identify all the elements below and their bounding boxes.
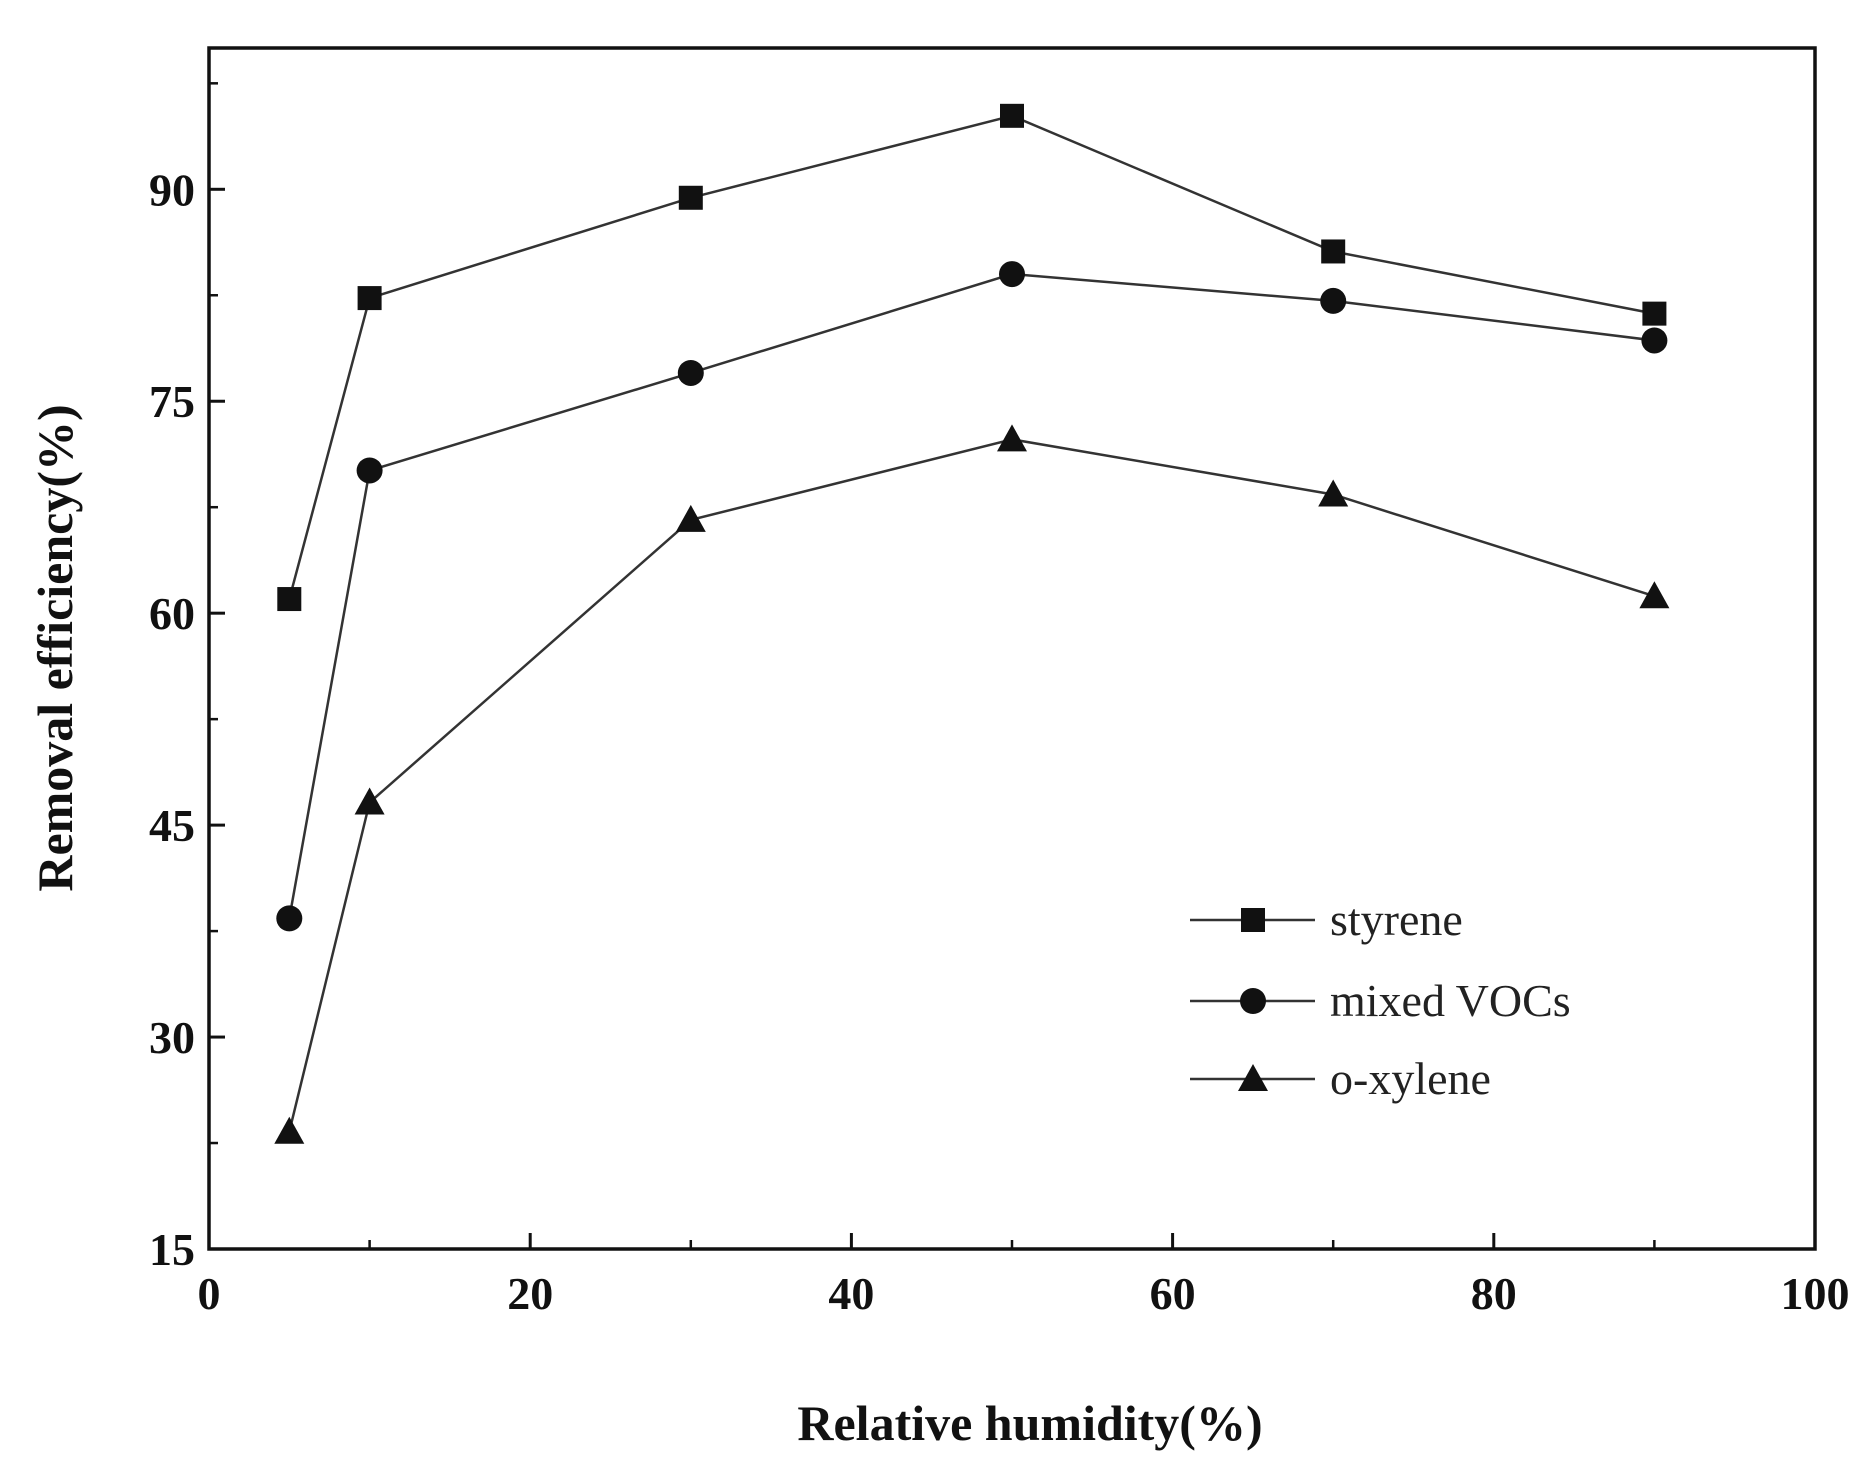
legend-label-styrene: styrene <box>1330 894 1463 945</box>
data-point-styrene <box>277 587 302 612</box>
y-tick-label: 60 <box>149 588 195 639</box>
legend-marker-mixed-vocs <box>1240 988 1266 1014</box>
data-point-o-xylene <box>354 787 385 815</box>
legend-marker-o-xylene <box>1238 1064 1268 1091</box>
data-point-mixed-vocs <box>356 457 383 484</box>
y-tick-label: 45 <box>149 800 195 851</box>
x-axis-title: Relative humidity(%) <box>797 1395 1262 1451</box>
data-point-styrene <box>1642 301 1667 326</box>
data-point-mixed-vocs <box>1641 327 1668 354</box>
data-point-styrene <box>678 185 703 210</box>
data-point-mixed-vocs <box>999 261 1025 288</box>
x-tick-label: 40 <box>828 1268 874 1319</box>
data-point-o-xylene <box>675 504 706 532</box>
y-axis: 15 30 45 60 75 90 <box>149 82 225 1275</box>
data-point-o-xylene <box>1639 581 1670 609</box>
x-tick-label: 80 <box>1471 1268 1517 1319</box>
x-axis: 0 20 40 60 80 100 <box>198 1233 1850 1319</box>
data-point-mixed-vocs <box>677 359 704 386</box>
legend-label-mixed-vocs: mixed VOCs <box>1330 975 1571 1026</box>
data-point-styrene <box>1321 239 1346 264</box>
y-tick-label: 75 <box>149 376 195 427</box>
series-line-o-xylene <box>288 438 1655 1133</box>
x-tick-label: 20 <box>507 1268 553 1319</box>
y-tick-label: 90 <box>149 164 195 215</box>
series-line-mixed-vocs <box>288 272 1655 919</box>
data-point-o-xylene <box>1318 479 1349 507</box>
x-tick-label: 0 <box>198 1268 221 1319</box>
plot-frame <box>207 46 1817 1251</box>
legend-label-o-xylene: o-xylene <box>1330 1053 1491 1104</box>
x-tick-label: 60 <box>1150 1268 1196 1319</box>
legend-marker-styrene <box>1241 908 1265 932</box>
data-point-mixed-vocs <box>276 905 303 932</box>
data-point-o-xylene <box>997 424 1027 452</box>
data-point-styrene <box>1000 103 1024 128</box>
series-layer <box>274 103 1670 1144</box>
legend: styrene mixed VOCs o-xylene <box>1190 894 1571 1104</box>
data-point-o-xylene <box>274 1116 305 1144</box>
y-tick-label: 30 <box>149 1012 195 1063</box>
x-tick-label: 100 <box>1781 1268 1850 1319</box>
series-line-styrene <box>288 114 1655 600</box>
y-axis-title: Removal efficiency(%) <box>27 404 83 891</box>
data-point-styrene <box>357 286 382 311</box>
y-tick-label: 15 <box>149 1224 195 1275</box>
data-point-mixed-vocs <box>1320 287 1347 314</box>
